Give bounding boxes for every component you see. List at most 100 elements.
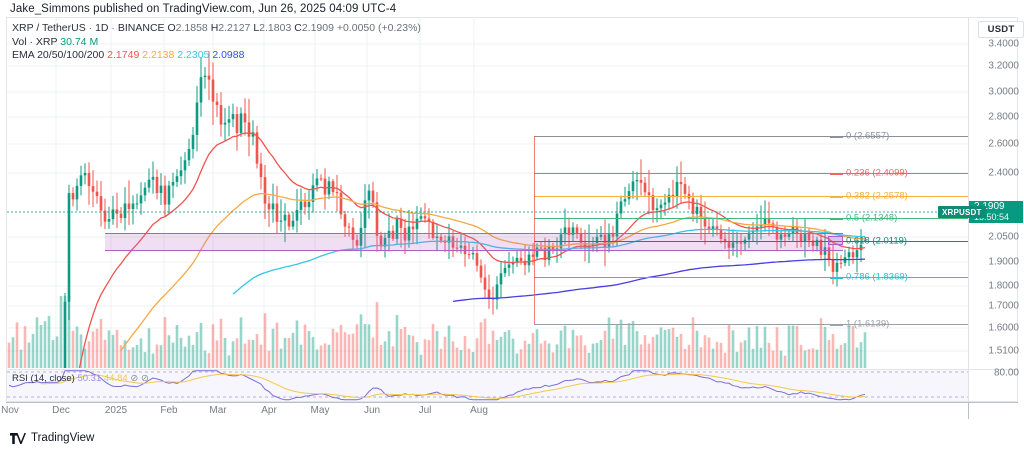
candle-body [463, 245, 467, 255]
time-axis[interactable]: Nov Dec 2025 Feb Mar Apr May Jun Jul Aug [1, 403, 1018, 419]
volume-bar [43, 321, 47, 368]
volume-bar [375, 302, 379, 368]
candle-body [295, 209, 299, 221]
volume-bar [579, 335, 583, 368]
candle-body [679, 182, 683, 185]
candle-body [359, 227, 363, 246]
candle-body [271, 203, 275, 210]
volume-bar [203, 350, 207, 368]
fib-level-line[interactable] [534, 324, 968, 325]
candle-body [339, 192, 343, 215]
volume-bar [439, 348, 443, 368]
candle-body [159, 185, 163, 194]
candle-body [279, 220, 283, 222]
volume-bar [127, 349, 131, 368]
price-plot[interactable] [7, 18, 968, 368]
legend-open-value: 2.1858 [175, 22, 208, 34]
settings-icon[interactable]: ⊘ [140, 373, 149, 384]
candle-body [367, 190, 371, 201]
candle-body [859, 244, 863, 251]
hide-icon[interactable]: ⊘ [130, 373, 139, 384]
legend-interval[interactable]: 1D [95, 22, 109, 34]
volume-bar [115, 329, 119, 368]
volume-bar [147, 328, 151, 368]
candle-body [399, 218, 403, 228]
candle-body [799, 234, 803, 242]
candle-body [851, 252, 855, 258]
volume-bar [555, 344, 559, 368]
candle-body [387, 230, 391, 238]
volume-bar [367, 324, 371, 368]
volume-bar [767, 342, 771, 368]
fib-level-line[interactable] [534, 218, 968, 219]
candle-body [435, 236, 439, 238]
volume-bar [783, 355, 787, 368]
price-axis[interactable]: 3.4000 3.2000 3.0000 2.8000 2.6000 2.4000 2.05… [969, 18, 1023, 402]
volume-bar [7, 342, 11, 368]
volume-bar [399, 328, 403, 368]
legend-open-key: O [167, 22, 176, 34]
volume-bar [739, 342, 743, 368]
volume-bar [175, 324, 179, 368]
volume-bar [191, 345, 195, 368]
volume-bar [303, 324, 307, 368]
volume-bar [799, 344, 803, 368]
tv-mark [10, 432, 26, 444]
candle-body [235, 114, 239, 133]
volume-bar [299, 344, 303, 368]
fib-level-line[interactable] [534, 173, 968, 174]
fib-level-line[interactable] [534, 196, 968, 197]
volume-bar [499, 336, 503, 368]
candle-body [707, 226, 711, 230]
volume-bar [847, 326, 851, 368]
volume-bar [163, 317, 167, 368]
candle-body [99, 196, 103, 211]
fib-level-line[interactable] [534, 241, 968, 242]
candle-body [355, 239, 359, 246]
rsi-label[interactable]: RSI (14, close) [12, 373, 75, 384]
volume-bar [515, 353, 519, 368]
candle-body [783, 234, 787, 237]
time-axis-vseparator [968, 403, 969, 419]
candle-body [663, 202, 667, 205]
volume-bar [611, 338, 615, 368]
volume-bar [95, 328, 99, 368]
footer: TradingView [10, 432, 94, 444]
support-zone-box[interactable] [105, 233, 843, 251]
candle-body [299, 201, 303, 210]
fib-anchor-stem[interactable] [534, 136, 535, 324]
volume-bar [139, 338, 143, 368]
candle-body [187, 149, 191, 161]
fibonacci-retracement[interactable] [7, 18, 968, 368]
candle-body [255, 132, 259, 164]
candle-body [667, 194, 671, 203]
candle-body [411, 226, 415, 230]
candle-body [831, 259, 835, 272]
candle-body [87, 172, 91, 187]
candle-body [611, 233, 615, 237]
fib-level-line[interactable] [534, 277, 968, 278]
symbol-price-chip[interactable]: XRPUSDT [938, 206, 986, 218]
candle-body [319, 178, 323, 180]
candle-body [535, 247, 539, 257]
volume-bar [427, 340, 431, 368]
legend-symbol[interactable]: XRP / TetherUS [12, 22, 86, 34]
candle-body [479, 265, 483, 278]
rsi-plot[interactable] [7, 370, 968, 401]
volume-bar [623, 344, 627, 368]
volume-bar [447, 325, 451, 368]
candle-body [863, 240, 867, 242]
volume-bar [227, 355, 231, 368]
candle-body [287, 214, 291, 227]
candle-body [523, 260, 527, 266]
volume-bar [263, 313, 267, 368]
volume-bar [39, 324, 43, 368]
volume-bar [843, 343, 847, 368]
volume-bar [151, 353, 155, 368]
volume-bar [659, 327, 663, 368]
price-tick: 2.4000 [988, 167, 1019, 179]
candle-body [151, 176, 155, 180]
volume-bar [483, 318, 487, 368]
fib-level-line[interactable] [534, 136, 968, 137]
candle-body [323, 178, 327, 195]
